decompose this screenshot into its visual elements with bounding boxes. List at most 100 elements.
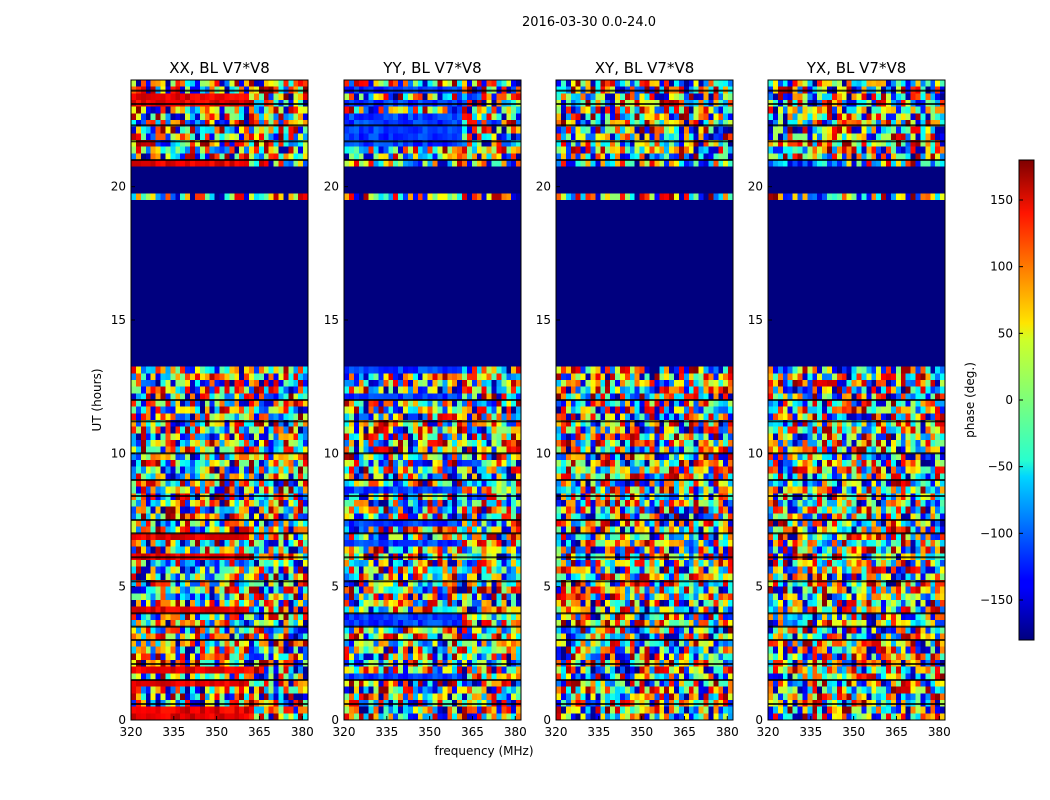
x-tick-label: 365: [885, 725, 908, 739]
gap-row: [556, 612, 733, 615]
gap-row: [768, 639, 945, 641]
panel-title: YX, BL V7*V8: [806, 59, 907, 77]
y-tick-label: 15: [111, 313, 126, 327]
gap-row: [344, 679, 521, 681]
gap-row: [131, 399, 308, 401]
x-axis-label: frequency (MHz): [434, 744, 533, 758]
gap-row: [344, 479, 521, 481]
gap-row: [556, 103, 733, 105]
gap-row: [344, 103, 521, 105]
panel-title: XX, BL V7*V8: [169, 59, 270, 77]
gap-row: [344, 452, 521, 455]
panel-3: XY, BL V7*V8 320 335 350 365 380 0 5 10 15 20: [536, 59, 739, 739]
gap-row: [344, 703, 521, 705]
figure-suptitle: 2016-03-30 0.0-24.0: [522, 15, 656, 30]
panel-frame: [767, 79, 946, 721]
x-tick-label: 335: [587, 725, 610, 739]
gap-row: [768, 140, 945, 143]
x-tick-label: 365: [673, 725, 696, 739]
gap-row: [556, 639, 733, 641]
gap-row: [768, 420, 945, 423]
gap-row: [768, 663, 945, 665]
x-tick-label: 350: [418, 725, 441, 739]
gap-row: [556, 420, 733, 423]
gap-row: [131, 519, 308, 521]
x-tick-label: 365: [461, 725, 484, 739]
gap-row: [556, 495, 733, 497]
y-tick-label: 0: [755, 713, 763, 727]
panel-title: XY, BL V7*V8: [595, 59, 695, 77]
gap-row: [131, 612, 308, 615]
gap-row: [344, 159, 521, 161]
gap-row: [556, 479, 733, 481]
gap-row: [556, 399, 733, 401]
gap-row: [556, 580, 733, 583]
panel-title: YY, BL V7*V8: [382, 59, 481, 77]
x-tick-label: 335: [799, 725, 822, 739]
colorbar-tick-label: 100: [990, 260, 1013, 274]
y-tick-label: 5: [331, 580, 339, 594]
gap-row: [556, 679, 733, 681]
gap-row: [131, 124, 308, 127]
panel-4: YX, BL V7*V8 320 335 350 365 380 0 5 10 15 20: [748, 59, 951, 739]
gap-row: [344, 580, 521, 583]
gap-row: [768, 532, 945, 535]
y-tick-label: 0: [118, 713, 126, 727]
x-tick-label: 320: [120, 725, 143, 739]
gap-row: [556, 452, 733, 455]
colorbar-label: phase (deg.): [963, 362, 977, 438]
gap-row: [768, 399, 945, 401]
gap-row: [131, 556, 308, 559]
y-tick-label: 15: [536, 313, 551, 327]
y-tick-label: 5: [755, 580, 763, 594]
gap-row: [768, 556, 945, 559]
x-tick-label: 380: [928, 725, 951, 739]
gap-row: [768, 703, 945, 705]
gap-row: [131, 452, 308, 455]
y-tick-label: 0: [331, 713, 339, 727]
gap-row: [768, 124, 945, 127]
y-tick-label: 10: [324, 446, 339, 460]
gap-row: [344, 639, 521, 641]
gap-row: [344, 399, 521, 401]
y-tick-label: 0: [543, 713, 551, 727]
gap-row: [344, 612, 521, 615]
panel-1: XX, BL V7*V8 320 335 350 365 380 0 5 10 15 20: [111, 59, 314, 739]
y-tick-label: 20: [536, 180, 551, 194]
gap-row: [556, 159, 733, 161]
x-tick-label: 320: [757, 725, 780, 739]
gap-row: [131, 479, 308, 481]
gap-row: [768, 625, 945, 628]
colorbar-tick-label: −50: [988, 460, 1013, 474]
gap-row: [131, 532, 308, 535]
y-tick-label: 15: [324, 313, 339, 327]
gap-row: [344, 556, 521, 559]
gap-row: [556, 140, 733, 143]
gap-row: [344, 420, 521, 423]
y-tick-label: 15: [748, 313, 763, 327]
gap-row: [768, 103, 945, 105]
gap-row: [556, 532, 733, 535]
panel-frame: [130, 79, 309, 721]
x-tick-label: 320: [333, 725, 356, 739]
gap-row: [131, 103, 308, 105]
gap-row: [556, 703, 733, 705]
gap-row: [344, 625, 521, 628]
x-tick-label: 365: [248, 725, 271, 739]
gap-row: [131, 159, 308, 161]
y-tick-label: 20: [748, 180, 763, 194]
gap-row: [131, 140, 308, 143]
gap-row: [768, 679, 945, 681]
gap-row: [131, 580, 308, 583]
gap-row: [556, 519, 733, 521]
gap-row: [344, 519, 521, 521]
gap-row: [556, 625, 733, 628]
gap-row: [344, 532, 521, 535]
gap-row: [131, 679, 308, 681]
gap-row: [344, 495, 521, 497]
gap-row: [768, 159, 945, 161]
gap-row: [344, 124, 521, 127]
panels: XX, BL V7*V8 320 335 350 365 380 0 5 10 15 20 YY, B…: [111, 59, 951, 739]
x-tick-label: 350: [842, 725, 865, 739]
